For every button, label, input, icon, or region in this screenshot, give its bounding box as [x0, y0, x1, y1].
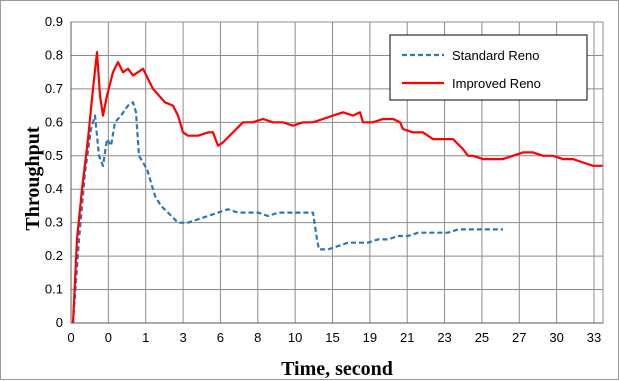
- x-tick-label: 8: [254, 330, 261, 345]
- x-tick-label: 15: [325, 330, 339, 345]
- y-tick-label: 0.3: [45, 215, 63, 230]
- y-tick-label: 0.7: [45, 81, 63, 96]
- axes: 00.10.20.30.40.50.60.70.80.90 0 1 3 6 8 10 15 19…: [22, 14, 604, 380]
- x-tick-label: 23: [437, 330, 451, 345]
- x-tick-label: 27: [512, 330, 526, 345]
- x-tick-label: 19: [363, 330, 377, 345]
- x-tick-label: 21: [400, 330, 414, 345]
- legend-label: Improved Reno: [452, 76, 541, 91]
- x-tick-label: 30: [549, 330, 563, 345]
- y-tick-label: 0.6: [45, 114, 63, 129]
- series-line-standard-reno: [71, 101, 503, 324]
- x-tick-label: 0: [105, 330, 112, 345]
- series-line-improved-reno: [71, 51, 603, 324]
- y-tick-label: 0.2: [45, 248, 63, 263]
- legend-label: Standard Reno: [452, 48, 539, 63]
- x-axis-title: Time, second: [281, 358, 393, 380]
- x-tick-label: 6: [217, 330, 224, 345]
- legend-box: [389, 34, 588, 101]
- x-tick-label: 3: [179, 330, 186, 345]
- y-tick-label: 0: [56, 315, 63, 330]
- x-tick-label: 25: [475, 330, 489, 345]
- y-axis-title: Throughput: [22, 126, 44, 230]
- y-tick-label: 0.9: [45, 14, 63, 29]
- y-tick-label: 0.5: [45, 148, 63, 163]
- y-tick-label: 0.1: [45, 282, 63, 297]
- y-tick-label: 0.4: [45, 181, 63, 196]
- legend: Standard Reno Improved Reno: [389, 34, 588, 101]
- x-tick-label: 0: [67, 330, 74, 345]
- x-tick-label: 1: [142, 330, 149, 345]
- x-tick-label: 33: [587, 330, 601, 345]
- x-tick-label: 10: [288, 330, 302, 345]
- series-lines: [71, 51, 603, 324]
- y-tick-label: 0.8: [45, 47, 63, 62]
